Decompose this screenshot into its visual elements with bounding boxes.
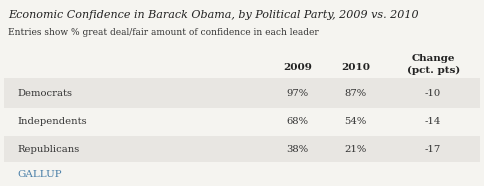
Text: 68%: 68% bbox=[287, 118, 309, 126]
Text: Economic Confidence in Barack Obama, by Political Party, 2009 vs. 2010: Economic Confidence in Barack Obama, by … bbox=[8, 10, 419, 20]
Text: Entries show % great deal/fair amount of confidence in each leader: Entries show % great deal/fair amount of… bbox=[8, 28, 319, 37]
Text: 2010: 2010 bbox=[341, 63, 370, 73]
Text: Democrats: Democrats bbox=[18, 89, 73, 97]
Text: GALLUP: GALLUP bbox=[18, 170, 62, 179]
Bar bbox=[4, 136, 480, 162]
Text: Change: Change bbox=[411, 54, 455, 63]
Text: Independents: Independents bbox=[18, 118, 87, 126]
Text: 2009: 2009 bbox=[283, 63, 312, 73]
Bar bbox=[4, 108, 480, 136]
Bar bbox=[4, 78, 480, 108]
Text: -14: -14 bbox=[425, 118, 441, 126]
Text: Republicans: Republicans bbox=[18, 145, 80, 153]
Text: (pct. pts): (pct. pts) bbox=[407, 66, 460, 75]
Text: 87%: 87% bbox=[345, 89, 367, 97]
Text: -17: -17 bbox=[425, 145, 441, 153]
Text: 54%: 54% bbox=[345, 118, 367, 126]
Text: 97%: 97% bbox=[287, 89, 309, 97]
Text: 21%: 21% bbox=[345, 145, 367, 153]
Text: 38%: 38% bbox=[287, 145, 309, 153]
Text: -10: -10 bbox=[425, 89, 441, 97]
